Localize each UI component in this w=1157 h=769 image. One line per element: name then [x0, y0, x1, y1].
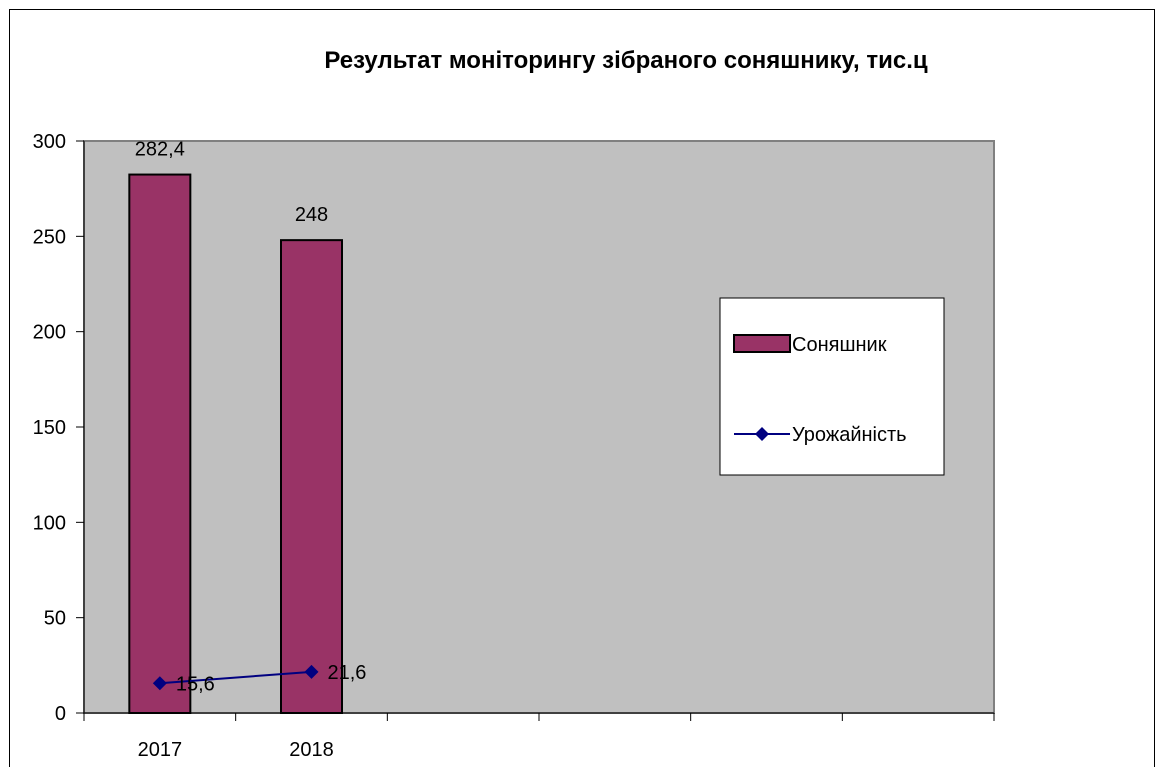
legend-label-yield: Урожайність	[792, 424, 907, 446]
y-tick-label: 300	[33, 131, 66, 153]
bar-sunflower	[128, 173, 192, 715]
x-tick-label: 2017	[138, 739, 183, 761]
yield-data-label: 21,6	[328, 662, 367, 684]
bar-sunflower	[280, 239, 343, 714]
bar-data-label: 248	[295, 204, 328, 226]
y-tick-label: 100	[33, 512, 66, 534]
y-tick-label: 150	[33, 417, 66, 439]
legend: Соняшник Урожайність	[719, 297, 945, 476]
y-tick-label: 0	[55, 703, 66, 725]
legend-label-sunflower: Соняшник	[792, 334, 887, 356]
y-tick-label: 250	[33, 226, 66, 248]
legend-box	[719, 297, 945, 476]
yield-series	[152, 664, 319, 691]
data-labels: 282,4 248 15,6 21,6	[135, 139, 367, 696]
axes: 0 50 100 150 200 250 300 2017 2018	[33, 131, 995, 761]
legend-marker-yield	[755, 427, 769, 441]
yield-point	[304, 664, 319, 679]
x-tick-label: 2018	[289, 739, 334, 761]
legend-swatch-sunflower	[733, 334, 791, 353]
bar-data-label: 282,4	[135, 139, 185, 161]
yield-data-label: 15,6	[176, 673, 215, 695]
chart-title: Результат моніторингу зібраного соняшник…	[324, 47, 928, 74]
y-tick-label: 200	[33, 322, 66, 344]
y-tick-label: 50	[44, 608, 66, 630]
yield-point	[152, 676, 167, 691]
yield-line	[159, 670, 312, 685]
